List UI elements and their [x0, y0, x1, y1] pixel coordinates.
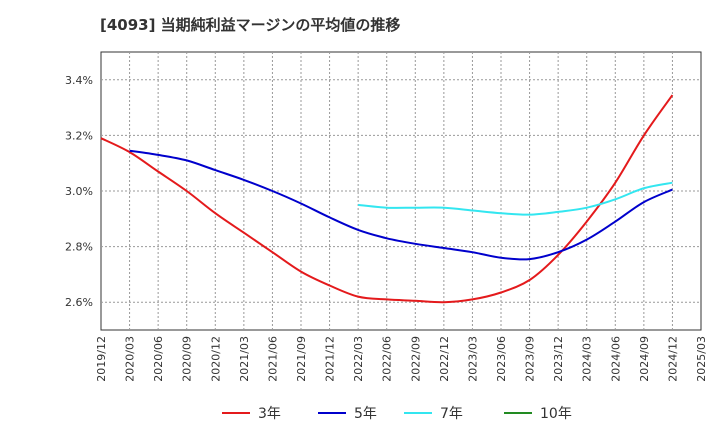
series-line-2 — [129, 149, 673, 261]
y-axis-ticks: 2.6% 2.8% 3.0% 3.2% 3.4% — [65, 74, 93, 309]
y-tick-label: 3.4% — [65, 74, 93, 87]
legend-label-2: 5年 — [354, 406, 377, 422]
x-tick-label: 2020/03 — [124, 336, 137, 382]
series-line-3 — [357, 181, 673, 216]
x-tick-label: 2024/12 — [666, 336, 679, 382]
y-tick-label: 2.8% — [65, 241, 93, 254]
gridlines — [101, 52, 701, 330]
x-tick-label: 2025/03 — [695, 336, 708, 382]
x-tick-label: 2022/12 — [438, 336, 451, 382]
x-tick-label: 2020/12 — [209, 336, 222, 382]
series-lines — [100, 94, 674, 304]
x-tick-label: 2024/06 — [609, 336, 622, 382]
legend-label-3: 7年 — [440, 406, 463, 422]
chart-title: [4093] 当期純利益マージンの平均値の推移 — [100, 16, 401, 34]
x-tick-label: 2022/09 — [409, 336, 422, 382]
x-tick-label: 2021/06 — [266, 336, 279, 382]
x-tick-label: 2023/12 — [552, 336, 565, 382]
legend-label-1: 3年 — [258, 406, 281, 422]
legend-label-4: 10年 — [540, 406, 572, 422]
x-tick-label: 2024/03 — [581, 336, 594, 382]
y-tick-label: 2.6% — [65, 296, 93, 309]
x-tick-label: 2023/03 — [466, 336, 479, 382]
x-tick-label: 2021/09 — [295, 336, 308, 382]
x-tick-label: 2022/03 — [352, 336, 365, 382]
series-line-1 — [100, 94, 674, 304]
y-tick-label: 3.2% — [65, 129, 93, 142]
x-tick-label: 2019/12 — [95, 336, 108, 382]
y-tick-label: 3.0% — [65, 185, 93, 198]
x-tick-label: 2021/03 — [238, 336, 251, 382]
x-tick-label: 2022/06 — [381, 336, 394, 382]
x-tick-label: 2020/06 — [152, 336, 165, 382]
x-tick-label: 2023/09 — [524, 336, 537, 382]
x-tick-label: 2021/12 — [324, 336, 337, 382]
x-axis-ticks: 2019/12 2020/03 2020/06 2020/09 2020/12 2021/… — [95, 336, 708, 382]
legend: 3年 5年 7年 10年 — [222, 406, 572, 422]
x-tick-label: 2023/06 — [495, 336, 508, 382]
x-tick-label: 2024/09 — [638, 336, 651, 382]
x-tick-label: 2020/09 — [181, 336, 194, 382]
